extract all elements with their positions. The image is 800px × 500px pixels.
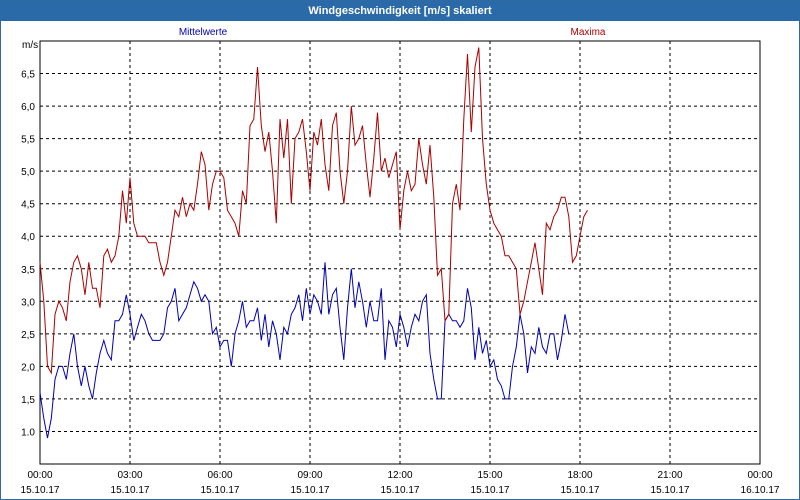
y-tick-label: 3,0: [21, 297, 35, 308]
legend-mittelwerte: Mittelwerte: [179, 27, 228, 38]
y-tick-label: 6,5: [21, 70, 35, 81]
y-tick-label: 5,5: [21, 135, 35, 146]
y-tick-label: 1,5: [21, 395, 35, 406]
x-tick-date-label: 15.10.17: [651, 485, 690, 496]
x-tick-date-label: 16.10.17: [741, 485, 780, 496]
series-line-mittelwerte: [39, 262, 570, 439]
grid: [40, 41, 760, 464]
x-tick-time-label: 00:00: [747, 470, 772, 481]
x-tick-date-label: 15.10.17: [291, 485, 330, 496]
x-tick-time-label: 12:00: [387, 470, 412, 481]
y-tick-label: 1.0: [21, 427, 35, 438]
x-tick-date-label: 15.10.17: [561, 485, 600, 496]
x-tick-date-label: 15.10.17: [381, 485, 420, 496]
y-tick-label: 6,0: [21, 102, 35, 113]
x-tick-date-label: 15.10.17: [471, 485, 510, 496]
x-axis-ticks: 00:00 15.10.17 03:00 15.10.17 06:00 15.10.17 0…: [21, 470, 780, 496]
y-tick-label: 4,5: [21, 200, 35, 211]
x-tick-time-label: 18:00: [567, 470, 592, 481]
series-lines: [39, 47, 588, 439]
x-tick-time-label: 09:00: [297, 470, 322, 481]
y-axis-unit: m/s: [22, 40, 38, 51]
x-tick-time-label: 15:00: [477, 470, 502, 481]
x-tick-time-label: 03:00: [117, 470, 142, 481]
y-tick-label: 2,5: [21, 330, 35, 341]
x-tick-date-label: 15.10.17: [201, 485, 240, 496]
y-tick-label: 5,0: [21, 167, 35, 178]
x-tick-time-label: 21:00: [657, 470, 682, 481]
x-tick-date-label: 15.10.17: [21, 485, 60, 496]
series-line-maxima: [39, 47, 588, 375]
window-title: Windgeschwindigkeit [m/s] skaliert: [1, 1, 799, 21]
legend-maxima: Maxima: [570, 27, 605, 38]
x-tick-time-label: 06:00: [207, 470, 232, 481]
y-tick-label: 3,5: [21, 265, 35, 276]
y-tick-label: 4,0: [21, 232, 35, 243]
y-tick-label: 2,0: [21, 362, 35, 373]
x-tick-time-label: 00:00: [27, 470, 52, 481]
x-tick-date-label: 15.10.17: [111, 485, 150, 496]
y-axis-ticks: 1.0 1,5 2,0 2,5 3,0 3,5 4,0 4,5 5,0 5,5 6,0 6,5: [21, 70, 35, 439]
